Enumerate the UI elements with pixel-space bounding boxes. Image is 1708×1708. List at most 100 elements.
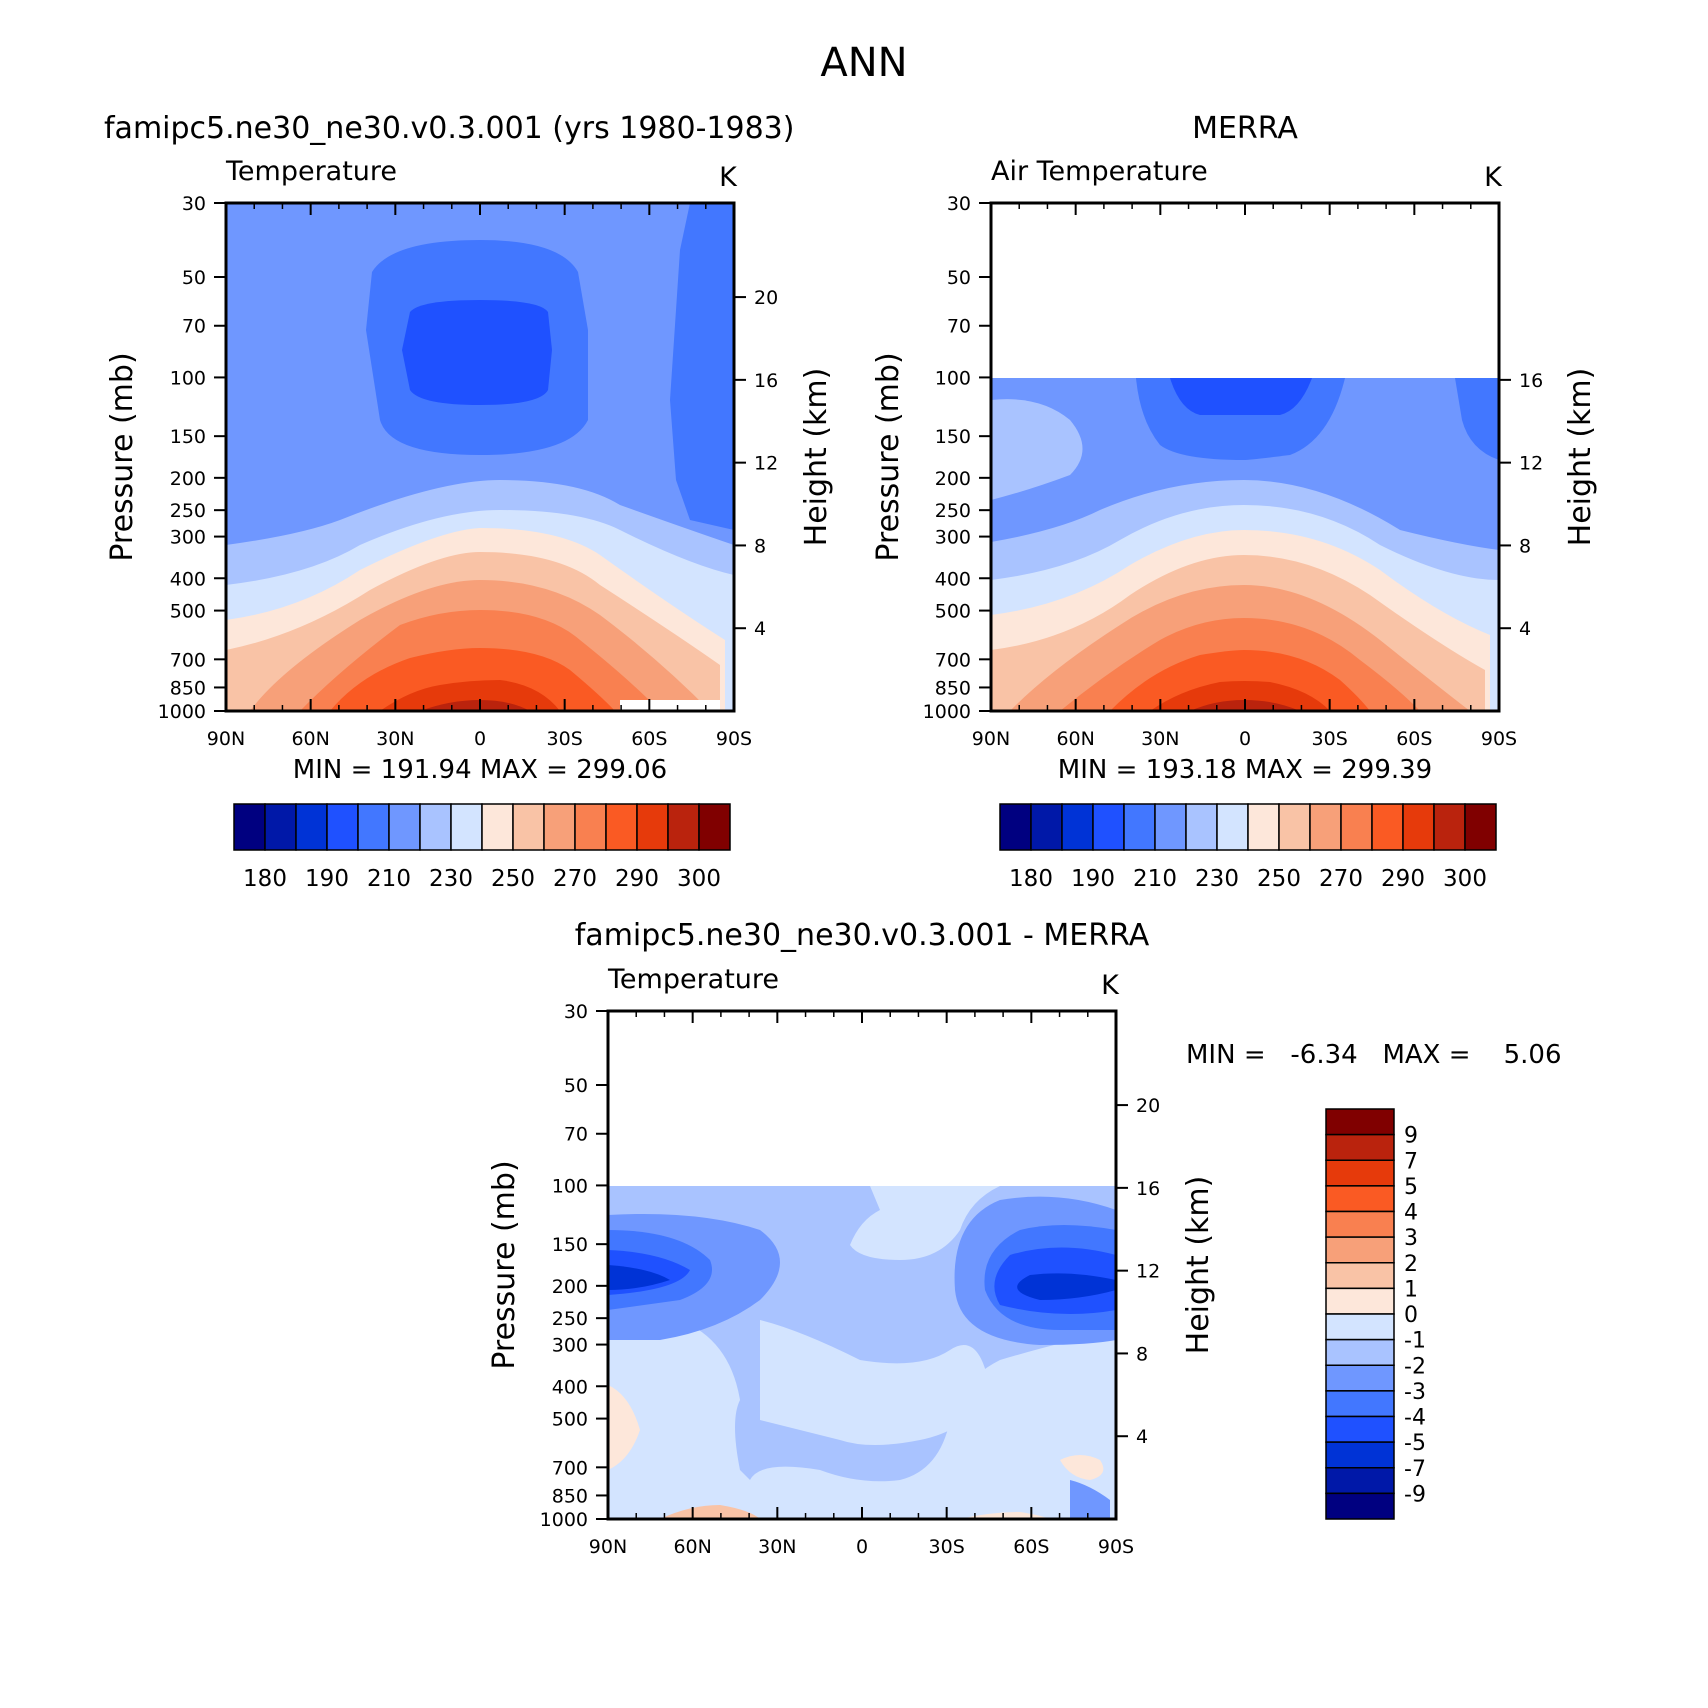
obs-ylabel-right: Height (km): [1563, 368, 1598, 547]
lat-tick-label: 90N: [207, 728, 245, 750]
pressure-tick-label: 30: [564, 1001, 588, 1023]
pressure-tick-label: 300: [935, 527, 971, 549]
model-axes: 305070100150200250300400500700850100090N…: [158, 193, 779, 750]
lat-tick-label: 30S: [929, 1536, 965, 1558]
colorbar-swatch: [605, 803, 638, 851]
colorbar-swatch: [1325, 1467, 1395, 1495]
pressure-tick-label: 700: [552, 1457, 588, 1479]
height-tick-label: 12: [754, 453, 778, 475]
colorbar-label: 250: [1257, 866, 1301, 892]
colorbar-swatch: [1325, 1390, 1395, 1418]
colorbar-label: 0: [1404, 1303, 1418, 1328]
model-stats: MIN = 191.94 MAX = 299.06: [293, 755, 667, 785]
height-tick-label: 8: [1519, 535, 1531, 557]
lat-tick-label: 30S: [1312, 728, 1348, 750]
pressure-tick-label: 100: [170, 367, 206, 389]
colorbar-swatch: [419, 803, 452, 851]
pressure-tick-label: 50: [182, 267, 206, 289]
colorbar-swatch: [1309, 803, 1342, 851]
colorbar-swatch: [1325, 1159, 1395, 1187]
obs-stats: MIN = 193.18 MAX = 299.39: [1058, 755, 1432, 785]
height-tick-label: 20: [754, 287, 778, 309]
colorbar-label: 180: [1009, 866, 1053, 892]
pressure-tick-label: 1000: [158, 701, 206, 723]
colorbar-label: 230: [429, 866, 473, 892]
pressure-tick-label: 250: [935, 500, 971, 522]
colorbar-swatch: [233, 803, 266, 851]
colorbar-swatch: [1325, 1338, 1395, 1366]
pressure-tick-label: 70: [947, 316, 971, 338]
colorbar-swatch: [543, 803, 576, 851]
colorbar-label: 190: [1071, 866, 1115, 892]
pressure-tick-label: 30: [182, 193, 206, 215]
panel-model: famipc5.ne30_ne30.v0.3.001 (yrs 1980-198…: [104, 111, 834, 892]
pressure-tick-label: 250: [170, 500, 206, 522]
pressure-tick-label: 850: [935, 677, 971, 699]
height-tick-label: 8: [1136, 1343, 1148, 1365]
colorbar-swatch: [667, 803, 700, 851]
colorbar-swatch: [326, 803, 359, 851]
colorbar-swatch: [1433, 803, 1466, 851]
height-tick-label: 12: [1519, 453, 1543, 475]
pressure-tick-label: 150: [170, 426, 206, 448]
colorbar-label: 190: [305, 866, 349, 892]
colorbar-label: 300: [677, 866, 721, 892]
diff-contour-field: [608, 1186, 1116, 1519]
colorbar-label: 300: [1443, 866, 1487, 892]
colorbar-label: 180: [243, 866, 287, 892]
panel-obs: MERRA Air Temperature K 30 50 70 100 150 200 2…: [871, 111, 1598, 892]
lat-tick-label: 60S: [631, 728, 667, 750]
colorbar-swatch: [481, 803, 514, 851]
diff-case-title: famipc5.ne30_ne30.v0.3.001 - MERRA: [575, 918, 1150, 953]
colorbar-swatch: [698, 803, 731, 851]
colorbar-swatch: [1325, 1287, 1395, 1315]
colorbar-swatch: [1464, 803, 1497, 851]
diff-axes: 305070100150200250300400500700850100090N…: [540, 1001, 1161, 1558]
model-contour-field: [226, 203, 734, 711]
colorbar-swatch: [1123, 803, 1156, 851]
pressure-tick-label: 200: [935, 468, 971, 490]
colorbar-label: -2: [1404, 1354, 1426, 1379]
colorbar-swatch: [450, 803, 483, 851]
colorbar-label: 2: [1404, 1252, 1418, 1277]
pressure-tick-label: 400: [170, 568, 206, 590]
colorbar-label: 9: [1404, 1124, 1418, 1149]
colorbar-swatch: [1325, 1313, 1395, 1341]
pressure-tick-label: 150: [935, 426, 971, 448]
pressure-tick-label: 1000: [540, 1509, 588, 1531]
diff-ylabel-right: Height (km): [1181, 1176, 1216, 1355]
pressure-tick-label: 50: [564, 1075, 588, 1097]
lat-tick-label: 60N: [673, 1536, 711, 1558]
pressure-tick-label: 30: [947, 193, 971, 215]
colorbar-swatch: [999, 803, 1032, 851]
colorbar-label: 1: [1404, 1277, 1418, 1302]
colorbar-swatch: [295, 803, 328, 851]
model-case-title: famipc5.ne30_ne30.v0.3.001 (yrs 1980-198…: [104, 111, 794, 146]
colorbar-swatch: [264, 803, 297, 851]
colorbar-swatch: [1185, 803, 1218, 851]
colorbar-swatch: [1092, 803, 1125, 851]
lat-tick-label: 0: [1239, 728, 1251, 750]
colorbar-swatch: [1061, 803, 1094, 851]
colorbar-label: 270: [1319, 866, 1363, 892]
model-var-label: Temperature: [225, 156, 397, 187]
colorbar-swatch: [1325, 1236, 1395, 1264]
pressure-tick-label: 250: [552, 1308, 588, 1330]
model-ylabel-right: Height (km): [799, 368, 834, 547]
pressure-tick-label: 500: [935, 601, 971, 623]
colorbar-swatch: [1030, 803, 1063, 851]
colorbar-swatch: [1340, 803, 1373, 851]
height-tick-label: 16: [1519, 370, 1543, 392]
lat-tick-label: 30N: [1141, 728, 1179, 750]
pressure-tick-label: 500: [170, 601, 206, 623]
lat-tick-label: 30N: [376, 728, 414, 750]
height-tick-label: 20: [1136, 1095, 1160, 1117]
colorbar-label: 290: [1381, 866, 1425, 892]
height-tick-label: 12: [1136, 1261, 1160, 1283]
colorbar-label: 3: [1404, 1226, 1418, 1251]
colorbar-swatch: [1402, 803, 1435, 851]
colorbar-swatch: [1325, 1133, 1395, 1161]
colorbar-label: 210: [367, 866, 411, 892]
colorbar-swatch: [1325, 1492, 1395, 1520]
